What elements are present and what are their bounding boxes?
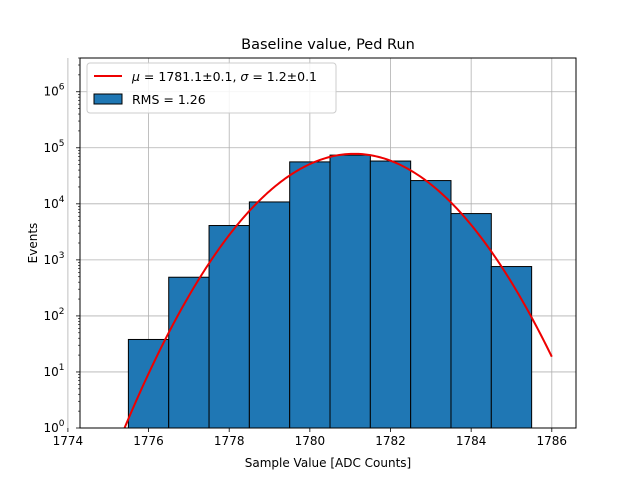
legend-sigma-symbol: σ	[240, 69, 249, 84]
legend-sigma-value: = 1.2±0.1	[248, 69, 317, 84]
chart-title: Baseline value, Ped Run	[241, 37, 415, 53]
histogram-bar	[248, 201, 291, 429]
histogram-bar	[329, 154, 371, 429]
legend-hist-label: RMS = 1.26	[132, 92, 206, 107]
x-tick-label: 1786	[537, 434, 568, 448]
legend-hist-swatch	[93, 93, 123, 105]
y-tick-exponent: 1	[59, 363, 65, 373]
y-tick-exponent: 5	[59, 139, 65, 149]
legend-fit-label: μ = 1781.1±0.1, σ = 1.2±0.1	[131, 69, 317, 84]
x-tick-label: 1778	[214, 434, 245, 448]
y-tick-exponent: 4	[59, 195, 65, 205]
histogram-bar	[410, 180, 452, 429]
x-axis-label: Sample Value [ADC Counts]	[245, 456, 411, 470]
histogram-bar	[127, 338, 170, 429]
histogram-bar	[369, 160, 412, 429]
y-tick-exponent: 3	[59, 251, 65, 261]
gaussian-fit-line	[123, 152, 553, 429]
x-tick-label: 1776	[133, 434, 164, 448]
x-tick-label: 1782	[375, 434, 406, 448]
x-tick-label: 1780	[295, 434, 326, 448]
legend-mu-value: = 1781.1±0.1,	[140, 69, 240, 84]
plot-area	[67, 57, 577, 429]
histogram-bar	[490, 266, 533, 429]
histogram-bars	[127, 154, 533, 429]
y-tick-exponent: 6	[59, 83, 65, 93]
legend: μ = 1781.1±0.1, σ = 1.2±0.1 RMS = 1.26	[86, 62, 337, 114]
histogram-bar	[450, 213, 492, 429]
y-tick-exponent: 2	[59, 307, 65, 317]
legend-mu-symbol: μ	[131, 69, 140, 84]
y-tick-exponent: 0	[59, 419, 65, 429]
x-tick-label: 1784	[456, 434, 487, 448]
x-tick-label: 1774	[53, 434, 84, 448]
y-axis-label: Events	[26, 223, 40, 264]
histogram-bar	[208, 225, 250, 429]
histogram-bar	[168, 276, 210, 429]
histogram-bar	[289, 161, 331, 429]
x-axis-ticks: 1774 1776 1778 1780 1782 1784 1786	[53, 428, 567, 448]
legend-box	[86, 62, 337, 114]
